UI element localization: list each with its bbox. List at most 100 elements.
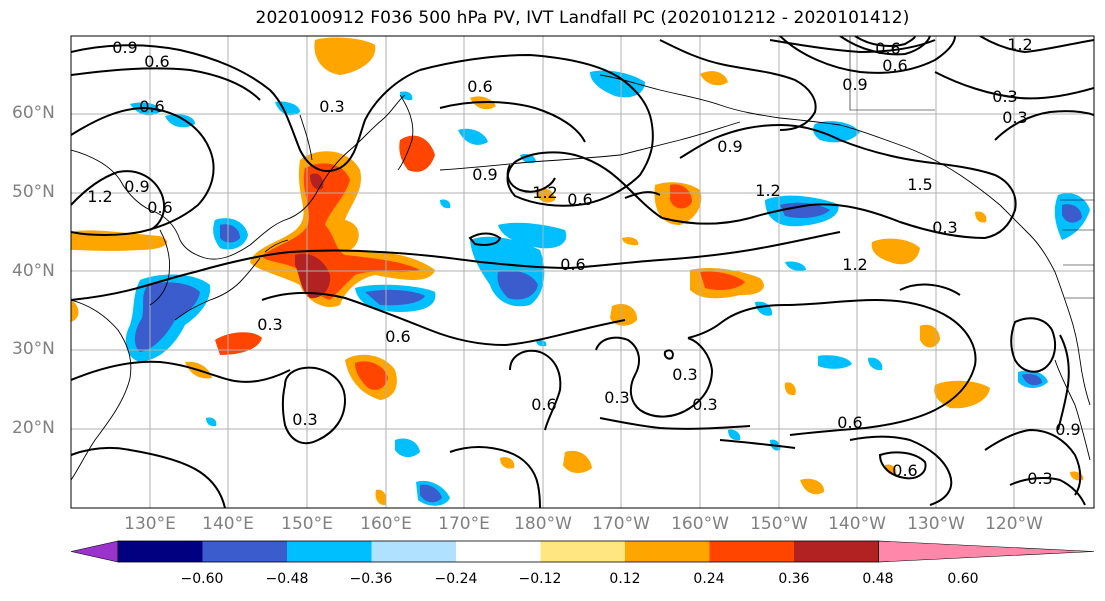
- shade-negative-region: [395, 438, 420, 458]
- contour-line: [661, 123, 1017, 240]
- shade-negative-region: [400, 91, 413, 101]
- colorbar-tick-label: −0.36: [349, 571, 393, 587]
- shade-positive-region: [700, 271, 745, 290]
- coastline-asia: [71, 94, 406, 260]
- contour-line: [624, 191, 661, 199]
- shade-negative-region: [498, 222, 567, 249]
- contour-line: [994, 110, 1094, 141]
- coastline-china: [71, 299, 132, 481]
- contour-labels: 0.9 0.6 0.6 0.3 0.9 1.2 0.6 0.9 1.2 0.6 …: [87, 36, 1080, 488]
- shade-negative-region: [1022, 373, 1042, 386]
- contour-line: [71, 231, 841, 301]
- shade-positive-region: [399, 135, 435, 172]
- lon-label: 180°W: [514, 514, 572, 534]
- shade-positive-region: [871, 238, 920, 265]
- coastline-japan: [174, 239, 289, 321]
- contour-line: [899, 283, 961, 296]
- coastline-na-west: [999, 204, 1091, 406]
- shade-negative-region: [365, 289, 425, 306]
- colorbar: [70, 540, 1095, 563]
- contour-line: [599, 417, 751, 430]
- contour-label: 0.6: [892, 461, 917, 480]
- contour-label: 0.6: [567, 190, 592, 209]
- shade-positive-region: [610, 303, 638, 326]
- contour-label: 0.6: [560, 255, 585, 274]
- shade-negative-region: [440, 199, 451, 209]
- contour-line: [71, 446, 226, 508]
- contour-label: 0.9: [717, 137, 742, 156]
- coastlines: [71, 36, 1094, 481]
- contour-label: 0.3: [292, 410, 317, 429]
- colorbar-tick-label: −0.60: [180, 571, 224, 587]
- lon-label: 140°E: [202, 514, 254, 534]
- contour-label: 0.6: [139, 97, 164, 116]
- map-panel: 0.9 0.6 0.6 0.3 0.9 1.2 0.6 0.9 1.2 0.6 …: [71, 36, 1094, 508]
- contour-line: [71, 360, 291, 383]
- contour-label: 1.2: [842, 255, 867, 274]
- contour-line: [419, 53, 663, 219]
- shade-positive-region: [71, 300, 79, 322]
- colorbar-tick-label: −0.24: [434, 571, 478, 587]
- contour-line: [595, 336, 714, 418]
- shade-positive-region: [563, 450, 592, 474]
- contour-line: [1010, 317, 1057, 373]
- shade-positive-region: [800, 478, 825, 495]
- colorbar-frame: [117, 540, 879, 563]
- colorbar-extend-high: [878, 540, 1095, 563]
- contour-line: [509, 350, 562, 431]
- contour-line: [281, 366, 347, 445]
- colorbar-tick-label: −0.48: [265, 571, 309, 587]
- contour-label: 0.9: [124, 177, 149, 196]
- coastline-baja: [1054, 359, 1091, 461]
- contour-line: [439, 101, 586, 143]
- shade-negative-region: [220, 224, 240, 243]
- shade-negative-region: [134, 282, 200, 352]
- state-borders: [849, 36, 1094, 299]
- map-title: 2020100912 F036 500 hPa PV, IVT Landfall…: [255, 8, 910, 28]
- contour-line: [839, 36, 931, 56]
- lat-label: 20°N: [12, 418, 55, 438]
- lat-label: 50°N: [12, 182, 55, 202]
- shade-positive-region: [375, 489, 387, 506]
- contour-line: [979, 36, 1094, 54]
- contour-line: [468, 232, 502, 246]
- contour-label: 0.6: [147, 198, 172, 217]
- lon-label: 170°E: [438, 514, 490, 534]
- shade-negative-region: [420, 484, 442, 503]
- colorbar-swatch: [625, 541, 710, 562]
- contour-line: [1057, 334, 1070, 431]
- contour-label: 0.3: [992, 87, 1017, 106]
- contour-line: [854, 36, 916, 47]
- shade-negative-region: [590, 70, 645, 98]
- contour-label: 0.3: [692, 395, 717, 414]
- contour-line: [849, 435, 953, 506]
- contour-line: [769, 39, 936, 54]
- contour-line: [659, 39, 817, 131]
- positive-anomaly-shading: [71, 37, 1084, 506]
- negative-anomaly-shading: [125, 70, 1090, 506]
- shade-positive-region: [355, 361, 388, 390]
- shade-negative-region: [1062, 204, 1082, 223]
- colorbar-swatch: [456, 541, 541, 562]
- contour-label: 0.3: [672, 365, 697, 384]
- contour-label: 0.9: [472, 165, 497, 184]
- contour-line: [71, 44, 421, 172]
- shade-negative-region: [206, 417, 217, 427]
- lat-label: 40°N: [12, 261, 55, 281]
- contour-label: 1.2: [87, 187, 112, 206]
- colorbar-tick-label: 0.36: [778, 571, 810, 587]
- contour-line: [687, 298, 977, 436]
- colorbar-swatch: [371, 541, 457, 562]
- contour-label: 0.9: [1055, 420, 1080, 439]
- shade-positive-max: [295, 253, 331, 299]
- shade-negative-region: [813, 121, 860, 143]
- lon-label: 150°W: [750, 514, 808, 534]
- colorbar-swatch: [287, 541, 372, 562]
- coastline-kamchatka: [397, 94, 414, 171]
- lon-label: 170°W: [592, 514, 650, 534]
- coastline-aleutians: [439, 121, 741, 171]
- contour-label: 0.6: [882, 56, 907, 75]
- contour-label: 0.3: [604, 388, 629, 407]
- lon-label: 120°W: [985, 514, 1043, 534]
- shade-negative-region: [868, 357, 883, 371]
